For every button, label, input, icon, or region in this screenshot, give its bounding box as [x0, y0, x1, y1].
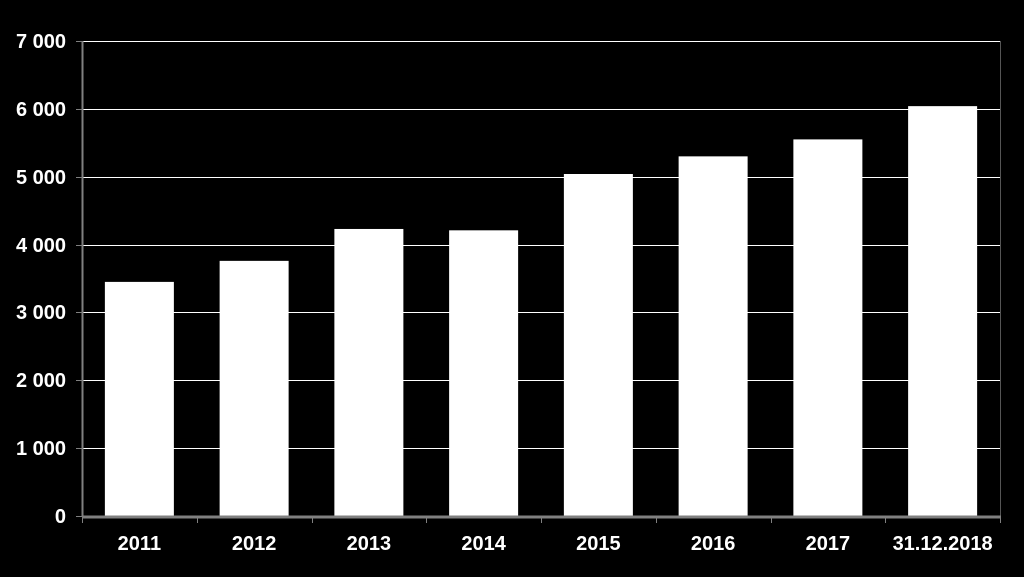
- y-tick-label: 0: [55, 506, 66, 528]
- x-tick-label: 31.12.2018: [893, 533, 993, 555]
- x-tick-label: 2011: [118, 533, 161, 555]
- y-tick-label: 5 000: [16, 167, 66, 189]
- x-tick-label: 2014: [461, 533, 506, 555]
- y-tick-label: 4 000: [16, 235, 66, 257]
- x-tick-labels: 2011 2012 2013 2014 2015 2016 2017 31.12.2018: [118, 533, 993, 555]
- y-tick-label: 2 000: [16, 370, 66, 392]
- bar: [563, 174, 633, 516]
- x-tick-label: 2017: [806, 533, 851, 555]
- y-tick-label: 7 000: [16, 31, 66, 53]
- x-tick-label: 2016: [691, 533, 736, 555]
- axes: [76, 41, 1001, 523]
- bar: [219, 260, 289, 516]
- bar: [678, 156, 748, 516]
- bars: [104, 106, 978, 517]
- y-tick-label: 3 000: [16, 302, 66, 324]
- y-tick-label: 1 000: [16, 438, 66, 460]
- y-tick-label: 6 000: [16, 99, 66, 121]
- bar: [908, 106, 978, 517]
- bar: [104, 281, 174, 516]
- x-tick-label: 2012: [232, 533, 277, 555]
- bar: [449, 230, 519, 517]
- x-tick-label: 2015: [576, 533, 621, 555]
- x-tick-label: 2013: [347, 533, 392, 555]
- bar: [334, 228, 404, 516]
- y-tick-labels: 0 1 000 2 000 3 000 4 000 5 000 6 000 7 000: [16, 31, 66, 528]
- bar: [793, 139, 863, 516]
